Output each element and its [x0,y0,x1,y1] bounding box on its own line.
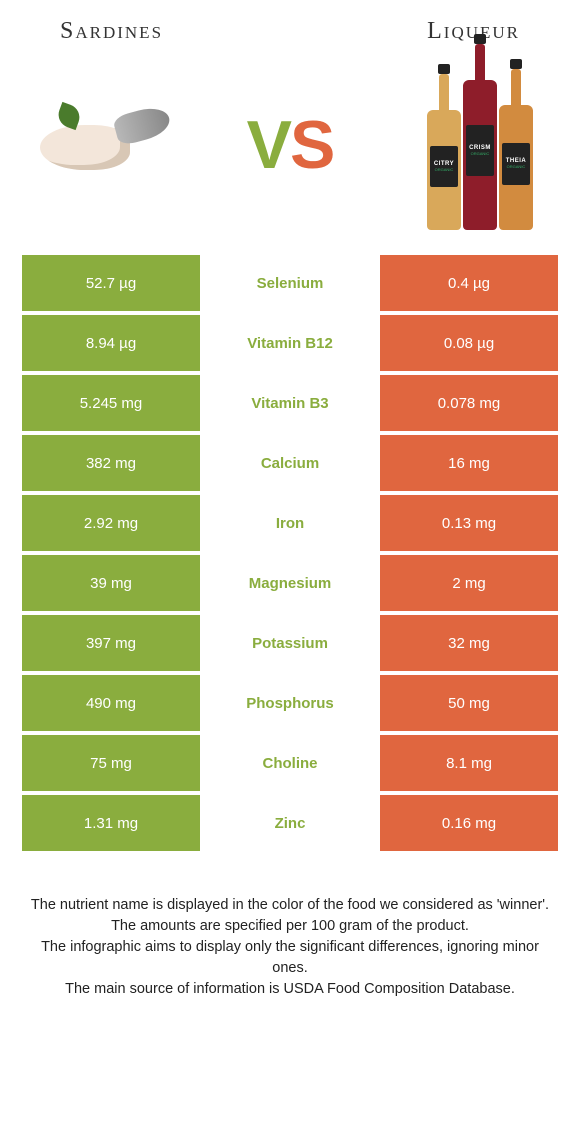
table-row: 490 mgPhosphorus50 mg [22,675,558,731]
right-value: 16 mg [380,435,558,491]
nutrient-name: Phosphorus [200,675,380,731]
right-value: 8.1 mg [380,735,558,791]
left-value: 75 mg [22,735,200,791]
table-row: 39 mgMagnesium2 mg [22,555,558,611]
nutrient-name: Iron [200,495,380,551]
table-row: 8.94 µgVitamin B120.08 µg [22,315,558,371]
left-value: 39 mg [22,555,200,611]
footer-notes: The nutrient name is displayed in the co… [0,855,580,1000]
liqueur-image: CITRYORGANIC CRISMORGANIC THEIAORGANIC [400,65,560,225]
left-value: 5.245 mg [22,375,200,431]
table-row: 52.7 µgSelenium0.4 µg [22,255,558,311]
right-value: 32 mg [380,615,558,671]
right-value: 0.08 µg [380,315,558,371]
table-row: 382 mgCalcium16 mg [22,435,558,491]
table-row: 5.245 mgVitamin B30.078 mg [22,375,558,431]
sardines-image [20,65,180,225]
vs-s: S [290,107,333,183]
right-value: 0.16 mg [380,795,558,851]
right-value: 2 mg [380,555,558,611]
footer-line: The amounts are specified per 100 gram o… [28,916,552,937]
left-value: 382 mg [22,435,200,491]
right-value: 0.078 mg [380,375,558,431]
table-row: 397 mgPotassium32 mg [22,615,558,671]
nutrient-name: Calcium [200,435,380,491]
hero-row: VS CITRYORGANIC CRISMORGANIC THEIAORGANI… [0,55,580,255]
right-value: 0.13 mg [380,495,558,551]
nutrient-name: Zinc [200,795,380,851]
left-value: 52.7 µg [22,255,200,311]
vs-v: V [247,107,290,183]
header: Sardines Liqueur [0,0,580,55]
table-row: 1.31 mgZinc0.16 mg [22,795,558,851]
left-value: 8.94 µg [22,315,200,371]
nutrient-name: Vitamin B3 [200,375,380,431]
left-food-title: Sardines [60,18,163,45]
footer-line: The infographic aims to display only the… [28,937,552,979]
footer-line: The main source of information is USDA F… [28,979,552,1000]
left-value: 2.92 mg [22,495,200,551]
nutrient-name: Vitamin B12 [200,315,380,371]
nutrient-name: Selenium [200,255,380,311]
nutrient-name: Choline [200,735,380,791]
right-value: 0.4 µg [380,255,558,311]
footer-line: The nutrient name is displayed in the co… [28,895,552,916]
left-value: 1.31 mg [22,795,200,851]
nutrient-name: Potassium [200,615,380,671]
left-value: 490 mg [22,675,200,731]
vs-label: VS [247,106,334,184]
nutrient-name: Magnesium [200,555,380,611]
comparison-table: 52.7 µgSelenium0.4 µg8.94 µgVitamin B120… [0,255,580,855]
table-row: 75 mgCholine8.1 mg [22,735,558,791]
left-value: 397 mg [22,615,200,671]
table-row: 2.92 mgIron0.13 mg [22,495,558,551]
right-value: 50 mg [380,675,558,731]
